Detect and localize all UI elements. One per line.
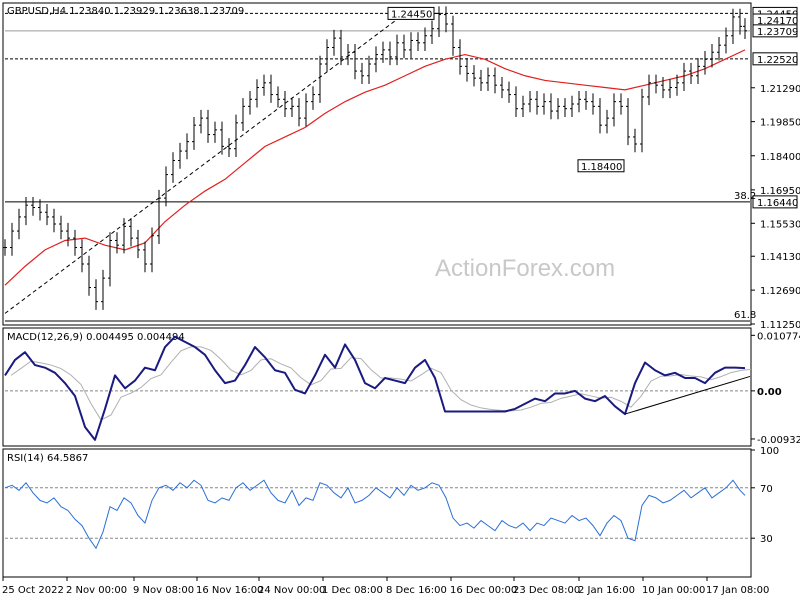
fib-level-label: 61.8 <box>734 310 756 321</box>
x-tick-label: 1 Dec 08:00 <box>322 585 383 596</box>
x-tick-label: 17 Jan 08:00 <box>706 585 769 596</box>
price-tick-label: 1.12690 <box>760 286 800 297</box>
macd-tick-label: 0.00 <box>757 387 782 398</box>
price-tick-label: 1.11250 <box>760 320 800 331</box>
macd-line <box>4 335 746 441</box>
rsi-tick-label: 30 <box>760 534 773 545</box>
price-label-box <box>752 52 798 66</box>
rsi-header: RSI(14) 64.5867 <box>7 453 88 464</box>
price-tick-label: 1.21290 <box>760 84 800 95</box>
price-label: 1.23709 <box>757 27 798 38</box>
x-tick-label: 9 Nov 08:00 <box>133 585 194 596</box>
macd-tick-label: 0.010774 <box>757 331 800 342</box>
x-tick-label: 25 Oct 2022 <box>2 585 64 596</box>
price-tick-label: 1.19850 <box>760 118 800 129</box>
price-panel <box>2 2 752 326</box>
macd-trend-line <box>624 375 751 415</box>
symbol-line: GBPUSD,H4 1.23840 1.23929 1.23638 1.2370… <box>7 6 244 17</box>
x-tick-label: 16 Nov 16:00 <box>196 585 263 596</box>
price-label: 1.16440 <box>757 198 798 209</box>
rsi-tick-label: 100 <box>760 446 779 457</box>
x-tick-label: 8 Dec 16:00 <box>386 585 447 596</box>
macd-header: MACD(12,26,9) 0.004495 0.004494 <box>7 332 185 343</box>
x-tick-label: 16 Dec 00:00 <box>450 585 517 596</box>
rsi-line <box>4 479 746 550</box>
watermark: ActionForex.com <box>435 255 615 282</box>
annotation-box <box>577 159 625 173</box>
x-tick-label: 10 Jan 00:00 <box>642 585 705 596</box>
x-tick-label: 2 Jan 16:00 <box>578 585 635 596</box>
annotation-label: 1.18400 <box>581 162 622 173</box>
fib-level-label: 38.2 <box>734 191 756 202</box>
macd-tick-label: -0.009328 <box>757 435 800 446</box>
price-label-box <box>752 195 798 209</box>
annotation-label: 1.24450 <box>391 9 432 20</box>
price-tick-label: 1.18400 <box>760 152 800 163</box>
price-label-box <box>752 24 798 38</box>
price-label: 1.22520 <box>757 55 798 66</box>
macd-panel <box>2 327 752 447</box>
trend-line <box>4 13 406 314</box>
price-tick-label: 1.16950 <box>760 186 800 197</box>
price-tick-label: 1.15530 <box>760 219 800 230</box>
price-tick-label: 1.14130 <box>760 252 800 263</box>
x-tick-label: 24 Nov 00:00 <box>258 585 325 596</box>
x-tick-label: 23 Dec 08:00 <box>513 585 580 596</box>
price-label: 1.24170 <box>757 16 798 27</box>
x-tick-label: 2 Nov 00:00 <box>66 585 127 596</box>
sma-line <box>4 49 746 286</box>
rsi-panel <box>2 448 752 578</box>
rsi-tick-label: 70 <box>760 484 773 495</box>
